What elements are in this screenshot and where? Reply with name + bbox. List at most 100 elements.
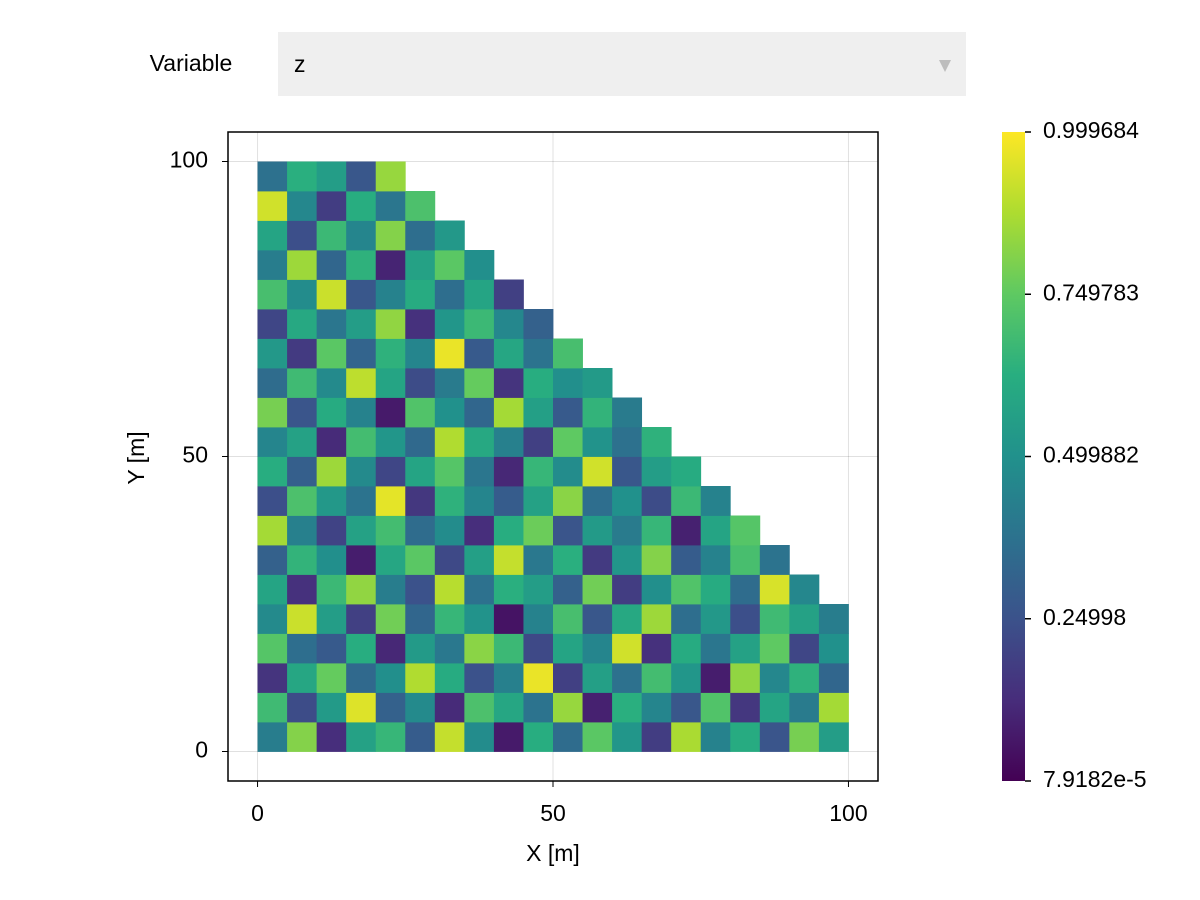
heatmap-cell	[789, 692, 820, 723]
heatmap-cell	[405, 427, 436, 457]
heatmap-cell	[257, 515, 288, 546]
heatmap-cell	[612, 486, 643, 516]
heatmap-cell	[405, 545, 436, 575]
heatmap-cell	[523, 515, 554, 546]
heatmap-cell	[612, 515, 643, 546]
y-tick-label: 0	[195, 737, 208, 763]
heatmap-cell	[405, 191, 436, 221]
heatmap-cell	[671, 663, 702, 693]
heatmap-cell	[287, 633, 318, 664]
heatmap-cell	[612, 722, 643, 752]
dropdown-value[interactable]: z	[294, 51, 306, 77]
heatmap-cell	[375, 397, 406, 428]
heatmap-cell	[316, 692, 347, 723]
heatmap-cell	[464, 279, 495, 310]
heatmap-cell	[759, 633, 790, 664]
heatmap-cell	[434, 692, 465, 723]
heatmap-cell	[641, 692, 672, 723]
heatmap-cell	[346, 574, 377, 605]
heatmap-cell	[641, 545, 672, 575]
heatmap-cell	[405, 633, 436, 664]
heatmap-cell	[287, 161, 318, 192]
heatmap-cell	[375, 309, 406, 339]
heatmap-cell	[464, 427, 495, 457]
heatmap-cell	[730, 663, 761, 693]
heatmap-cell	[493, 515, 524, 546]
heatmap-cell	[257, 545, 288, 575]
heatmap-cell	[375, 663, 406, 693]
heatmap-cell	[434, 427, 465, 457]
heatmap-cell	[464, 545, 495, 575]
heatmap-cell	[375, 161, 406, 192]
heatmap-cell	[346, 722, 377, 752]
heatmap-cell	[405, 486, 436, 516]
heatmap-cell	[375, 338, 406, 369]
colorbar	[1002, 132, 1025, 781]
heatmap-cell	[287, 220, 318, 251]
heatmap-cell	[730, 604, 761, 634]
heatmap-cell	[287, 456, 318, 487]
heatmap-cell	[641, 427, 672, 457]
heatmap-cell	[257, 574, 288, 605]
heatmap-cell	[316, 250, 347, 280]
heatmap-cell	[612, 663, 643, 693]
heatmap-cell	[287, 545, 318, 575]
heatmap-cell	[700, 604, 731, 634]
y-tick-label: 50	[182, 442, 208, 468]
heatmap-cell	[553, 515, 583, 546]
heatmap-cell	[375, 191, 406, 221]
heatmap-cell	[789, 722, 820, 752]
heatmap-cell	[464, 486, 495, 516]
heatmap-cell	[464, 515, 495, 546]
heatmap-cell	[346, 427, 377, 457]
heatmap-cell	[346, 486, 377, 516]
heatmap-cell	[671, 456, 702, 487]
heatmap-cell	[789, 604, 820, 634]
heatmap-cell	[759, 604, 790, 634]
heatmap-cell	[671, 604, 702, 634]
heatmap-cell	[375, 220, 406, 251]
dropdown-box[interactable]	[278, 32, 966, 96]
heatmap-cell	[375, 486, 406, 516]
heatmap-cell	[346, 515, 377, 546]
heatmap-cell	[671, 574, 702, 605]
heatmap-cell	[700, 574, 731, 605]
heatmap-cell	[612, 633, 643, 664]
heatmap-cell	[287, 515, 318, 546]
heatmap-cell	[375, 456, 406, 487]
heatmap-cell	[818, 722, 849, 752]
heatmap-cell	[346, 191, 377, 221]
heatmap-cell	[316, 427, 347, 457]
heatmap-cell	[523, 486, 554, 516]
heatmap-cell	[789, 633, 820, 664]
heatmap-cell	[434, 338, 465, 369]
heatmap-cell	[759, 663, 790, 693]
heatmap-cell	[671, 545, 702, 575]
heatmap-cell	[641, 515, 672, 546]
heatmap-cell	[257, 692, 288, 723]
heatmap-cell	[523, 427, 554, 457]
heatmap-cell	[759, 692, 790, 723]
x-axis-label: X [m]	[526, 840, 580, 866]
heatmap-cell	[464, 604, 495, 634]
heatmap-cell	[287, 574, 318, 605]
heatmap-cell	[346, 368, 377, 398]
dropdown[interactable]: z	[278, 32, 966, 96]
heatmap-cell	[493, 368, 524, 398]
heatmap-cell	[464, 338, 495, 369]
heatmap-cell	[700, 545, 731, 575]
heatmap-cell	[523, 633, 554, 664]
heatmap-cell	[287, 663, 318, 693]
heatmap-cell	[553, 633, 583, 664]
heatmap-cell	[523, 722, 554, 752]
heatmap-cell	[346, 161, 377, 192]
dropdown-arrow[interactable]	[939, 60, 951, 72]
heatmap-cell	[405, 515, 436, 546]
heatmap-cell	[257, 220, 288, 251]
heatmap-cell	[464, 250, 495, 280]
heatmap-cell	[346, 692, 377, 723]
heatmap-cell	[405, 368, 436, 398]
heatmap-cell	[730, 545, 761, 575]
y-tick-label: 100	[170, 147, 208, 173]
